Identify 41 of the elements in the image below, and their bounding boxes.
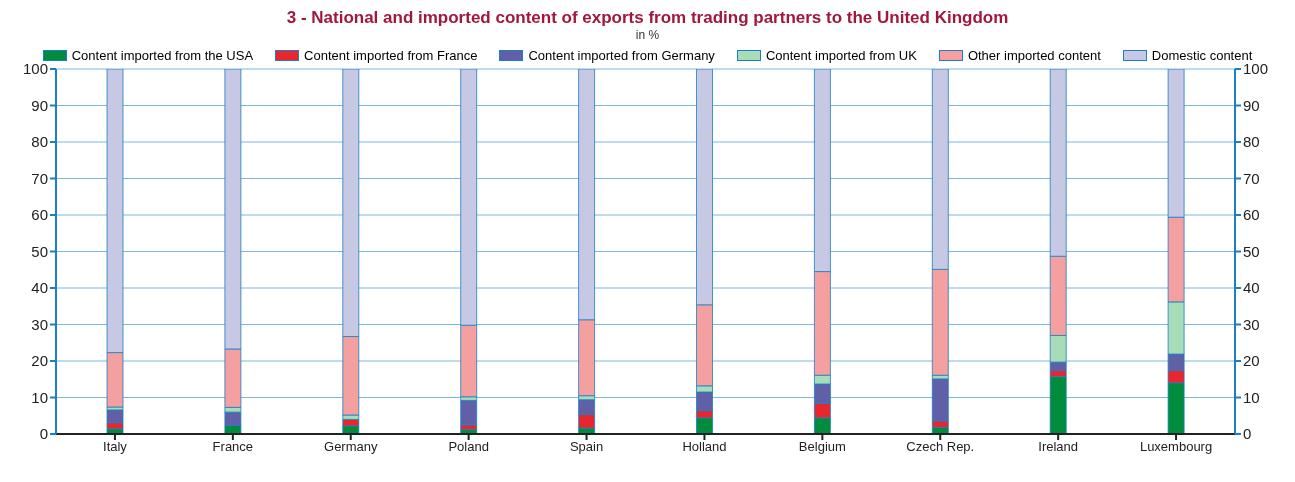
y2-tick-label: 60 <box>1243 206 1260 224</box>
y-tick-label: 50 <box>31 242 48 260</box>
y2-tick-label: 80 <box>1243 133 1260 151</box>
y2-tick-label: 20 <box>1243 352 1260 370</box>
x-tick-label: Belgium <box>798 439 846 455</box>
legend-label: Content imported from France <box>304 48 478 63</box>
y-tick-label: 100 <box>22 60 48 78</box>
x-tick-label: Germany <box>324 439 378 455</box>
legend-label: Content imported from Germany <box>528 48 715 63</box>
y2-tick-label: 10 <box>1243 388 1260 406</box>
bar <box>460 400 478 426</box>
x-tick-label: Holland <box>682 439 727 455</box>
x-tick-label: Ireland <box>1038 439 1079 455</box>
chart-title: 3 - National and imported content of exports from trading partners to the United Kingdom <box>285 8 1010 28</box>
x-tick-label: Czech Rep. <box>906 439 975 455</box>
y-tick-label: 80 <box>31 133 48 151</box>
y-tick-label: 90 <box>31 96 48 114</box>
legend-label: Other imported content <box>967 48 1101 63</box>
x-tick-label: Spain <box>569 439 604 455</box>
y-tick-label: 10 <box>31 388 48 406</box>
y-tick-label: 70 <box>31 169 48 187</box>
legend-label: Domestic content <box>1151 48 1253 63</box>
y2-tick-label: 100 <box>1243 60 1269 78</box>
y-tick-label: 40 <box>31 279 48 297</box>
y-tick-label: 60 <box>31 206 48 224</box>
x-tick-label: Luxembourg <box>1139 439 1213 455</box>
x-tick-label: Italy <box>103 439 128 455</box>
x-tick-label: Poland <box>448 439 489 455</box>
y-tick-label: 30 <box>31 315 48 333</box>
x-tick-label: France <box>212 439 254 455</box>
y2-tick-label: 0 <box>1243 425 1252 443</box>
y2-tick-label: 50 <box>1243 242 1260 260</box>
y2-tick-label: 30 <box>1243 315 1260 333</box>
y-tick-label: 0 <box>39 425 48 443</box>
legend-label: Content imported from the USA <box>71 48 254 63</box>
y-tick-label: 20 <box>31 352 48 370</box>
y2-tick-label: 40 <box>1243 279 1260 297</box>
y2-tick-label: 70 <box>1243 169 1260 187</box>
legend-label: Content imported from UK <box>765 48 917 63</box>
y2-tick-label: 90 <box>1243 96 1260 114</box>
chart-subtitle: in % <box>634 28 661 42</box>
